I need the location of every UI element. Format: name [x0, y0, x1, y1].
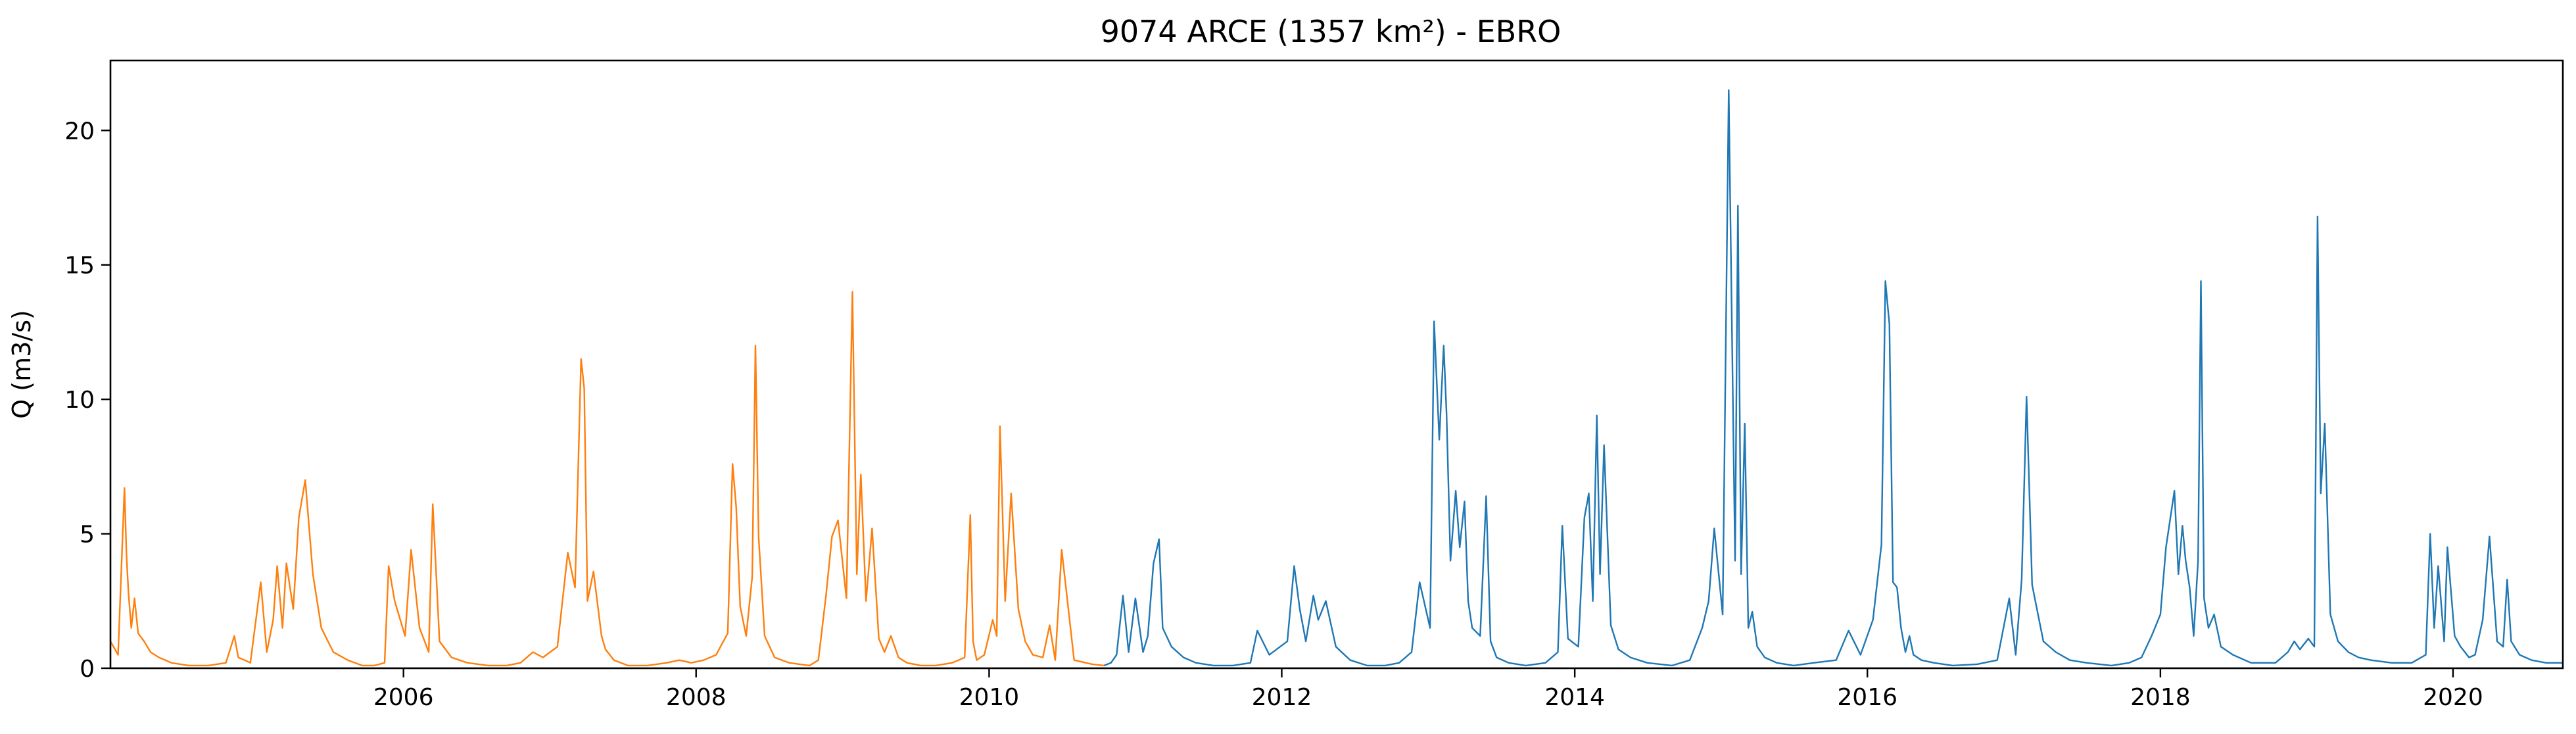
x-tick-label: 2006 [373, 684, 434, 711]
plot-frame [109, 59, 2564, 670]
y-tick-label: 5 [80, 522, 95, 549]
chart-title: 9074 ARCE (1357 km²) - EBRO [1101, 14, 1562, 49]
y-axis-label: Q (m3/s) [7, 310, 36, 418]
y-tick-label: 15 [64, 253, 95, 280]
series-line-1 [109, 291, 1105, 667]
x-tick-label: 2014 [1544, 684, 1605, 711]
series-group [109, 89, 2563, 667]
y-tick-label: 0 [80, 656, 95, 683]
x-axis-ticks: 2006 2008 2010 2012 2014 2016 2018 2020 [373, 668, 2483, 711]
x-tick-label: 2016 [1837, 684, 1897, 711]
x-tick-label: 2010 [959, 684, 1020, 711]
series-line-2 [1103, 89, 2563, 667]
x-tick-label: 2020 [2423, 684, 2483, 711]
y-tick-label: 20 [64, 118, 95, 145]
x-tick-label: 2012 [1252, 684, 1312, 711]
y-axis-ticks: 0 5 10 15 20 [64, 118, 110, 683]
x-tick-label: 2008 [666, 684, 727, 711]
y-tick-label: 10 [64, 387, 95, 414]
x-tick-label: 2018 [2130, 684, 2191, 711]
